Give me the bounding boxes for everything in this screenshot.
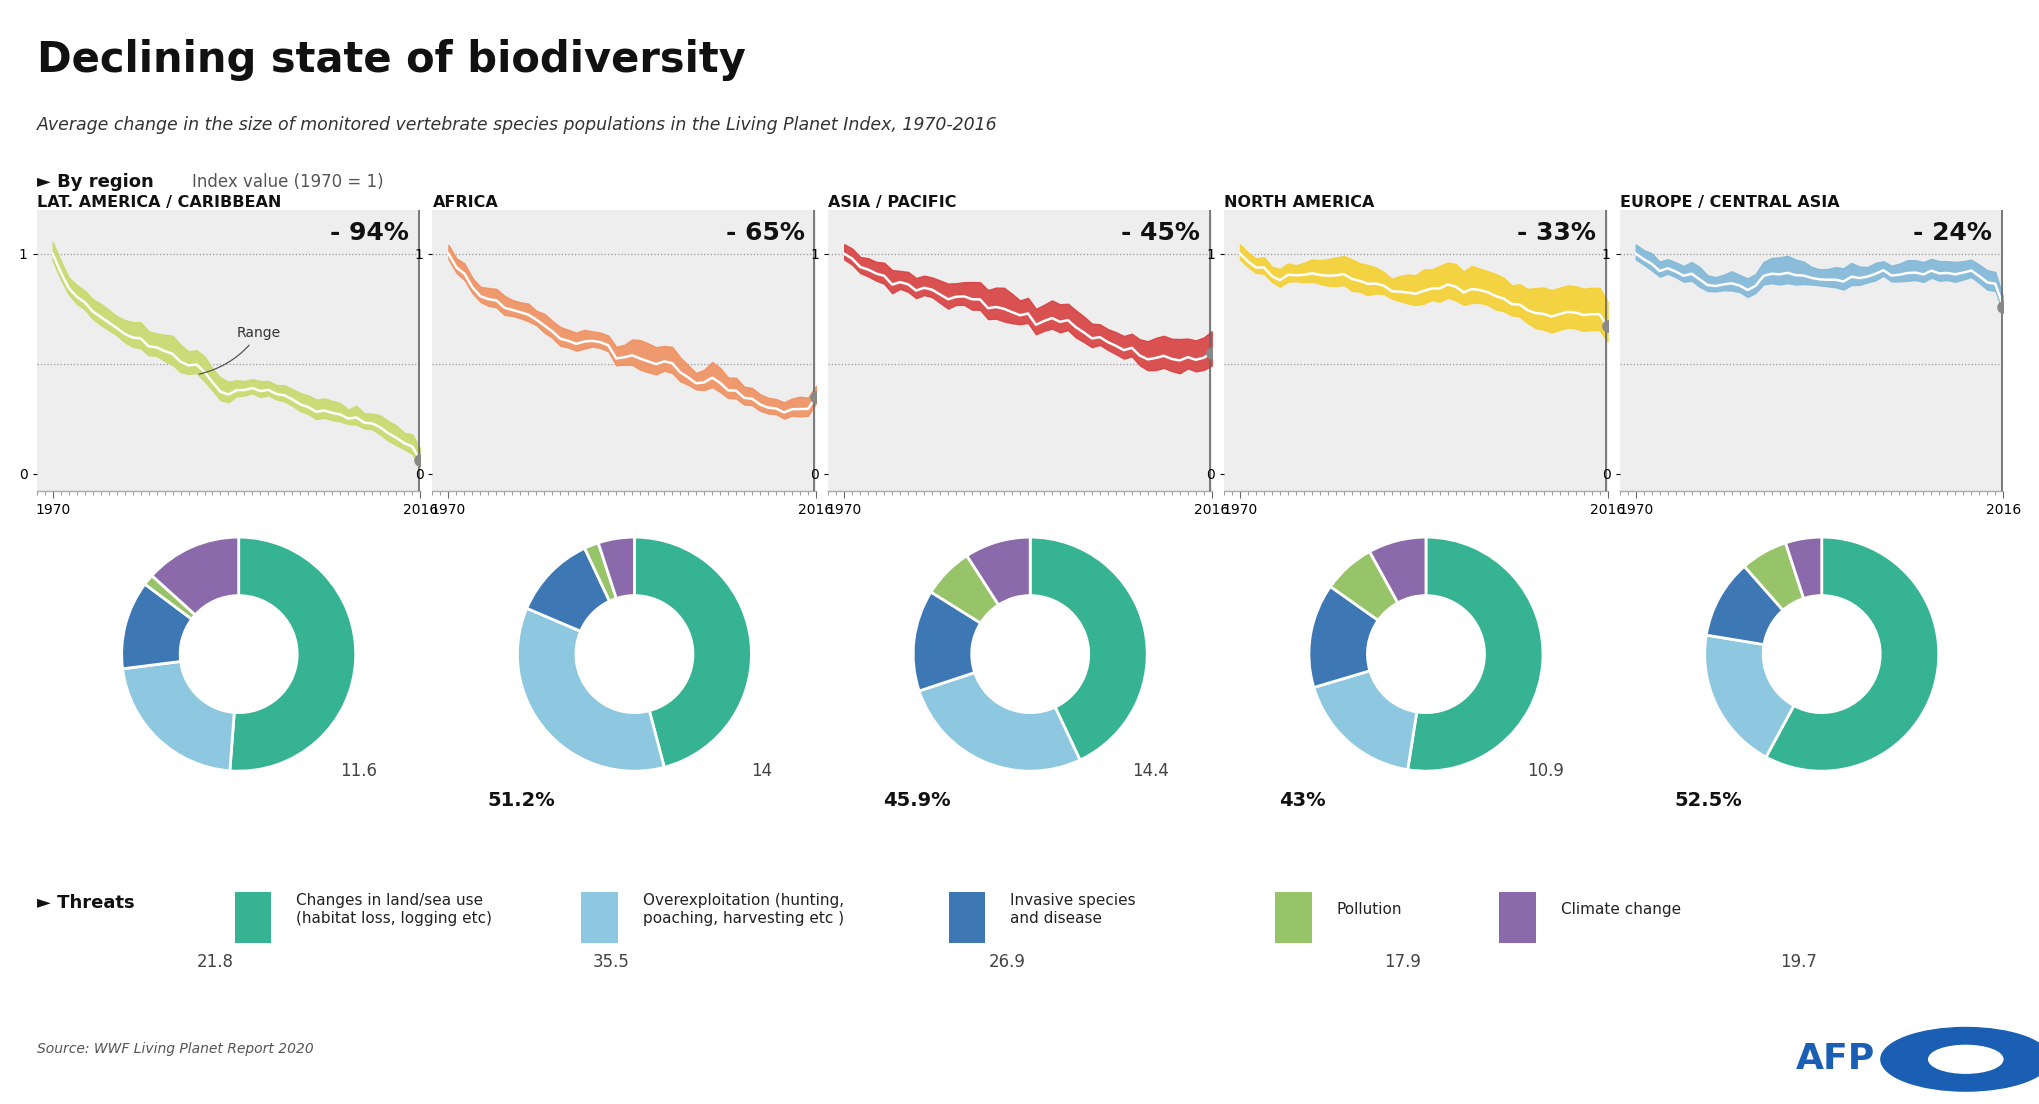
Wedge shape — [1784, 537, 1821, 598]
Wedge shape — [1030, 537, 1146, 760]
Wedge shape — [1743, 543, 1802, 611]
FancyBboxPatch shape — [234, 892, 271, 943]
Text: Source: WWF Living Planet Report 2020: Source: WWF Living Planet Report 2020 — [37, 1042, 314, 1055]
Circle shape — [1927, 1045, 2002, 1073]
Text: 52.5%: 52.5% — [1674, 790, 1741, 810]
Text: 26.9: 26.9 — [987, 953, 1026, 970]
Wedge shape — [1329, 552, 1397, 620]
Text: 35.5: 35.5 — [591, 953, 630, 970]
FancyBboxPatch shape — [581, 892, 618, 943]
Wedge shape — [1766, 537, 1937, 771]
Text: Pollution: Pollution — [1336, 902, 1401, 917]
Wedge shape — [1407, 537, 1541, 771]
Text: Average change in the size of monitored vertebrate species populations in the Li: Average change in the size of monitored … — [37, 116, 997, 134]
Text: 11.6: 11.6 — [341, 762, 377, 781]
Text: - 65%: - 65% — [726, 221, 803, 245]
Wedge shape — [526, 549, 610, 631]
Text: 10.9: 10.9 — [1527, 762, 1564, 781]
Text: Index value (1970 = 1): Index value (1970 = 1) — [192, 172, 383, 191]
Wedge shape — [1368, 537, 1425, 603]
Wedge shape — [634, 537, 750, 767]
Wedge shape — [597, 537, 634, 598]
Wedge shape — [230, 537, 355, 771]
Text: 21.8: 21.8 — [196, 953, 234, 970]
FancyBboxPatch shape — [1499, 892, 1535, 943]
Text: Changes in land/sea use
(habitat loss, logging etc): Changes in land/sea use (habitat loss, l… — [296, 893, 491, 926]
Wedge shape — [122, 661, 234, 771]
Text: LAT. AMERICA / CARIBBEAN: LAT. AMERICA / CARIBBEAN — [37, 194, 281, 210]
Circle shape — [1880, 1028, 2039, 1091]
Text: - 45%: - 45% — [1121, 221, 1199, 245]
FancyBboxPatch shape — [948, 892, 985, 943]
Text: 45.9%: 45.9% — [883, 790, 950, 810]
Text: 14: 14 — [750, 762, 773, 781]
Wedge shape — [145, 575, 196, 619]
Text: 43%: 43% — [1278, 790, 1325, 810]
Text: - 24%: - 24% — [1913, 221, 1990, 245]
Text: ASIA / PACIFIC: ASIA / PACIFIC — [828, 194, 956, 210]
Wedge shape — [518, 608, 665, 771]
Wedge shape — [1705, 566, 1782, 645]
Text: 14.4: 14.4 — [1132, 762, 1168, 781]
Text: Range: Range — [200, 327, 281, 374]
Text: 19.7: 19.7 — [1778, 953, 1817, 970]
Text: Overexploitation (hunting,
poaching, harvesting etc ): Overexploitation (hunting, poaching, har… — [642, 893, 844, 926]
Wedge shape — [920, 672, 1079, 772]
Wedge shape — [151, 537, 239, 615]
Wedge shape — [1309, 586, 1378, 688]
Text: - 94%: - 94% — [330, 221, 408, 245]
Text: - 33%: - 33% — [1517, 221, 1594, 245]
Text: AFRICA: AFRICA — [432, 194, 498, 210]
Text: ► By region: ► By region — [37, 172, 153, 191]
Text: Invasive species
and disease: Invasive species and disease — [1009, 893, 1136, 926]
Wedge shape — [1313, 671, 1417, 769]
Text: Climate change: Climate change — [1560, 902, 1680, 917]
FancyBboxPatch shape — [1274, 892, 1311, 943]
Wedge shape — [585, 543, 616, 602]
Wedge shape — [913, 592, 981, 691]
Text: NORTH AMERICA: NORTH AMERICA — [1223, 194, 1374, 210]
Wedge shape — [122, 584, 192, 669]
Text: Declining state of biodiversity: Declining state of biodiversity — [37, 39, 744, 81]
Wedge shape — [1705, 635, 1792, 757]
Text: 51.2%: 51.2% — [487, 790, 555, 810]
Text: EUROPE / CENTRAL ASIA: EUROPE / CENTRAL ASIA — [1619, 194, 1839, 210]
Wedge shape — [930, 555, 997, 623]
Text: 17.9: 17.9 — [1382, 953, 1421, 970]
Wedge shape — [966, 537, 1030, 605]
Text: ► Threats: ► Threats — [37, 894, 135, 912]
Text: AFP: AFP — [1796, 1042, 1874, 1076]
